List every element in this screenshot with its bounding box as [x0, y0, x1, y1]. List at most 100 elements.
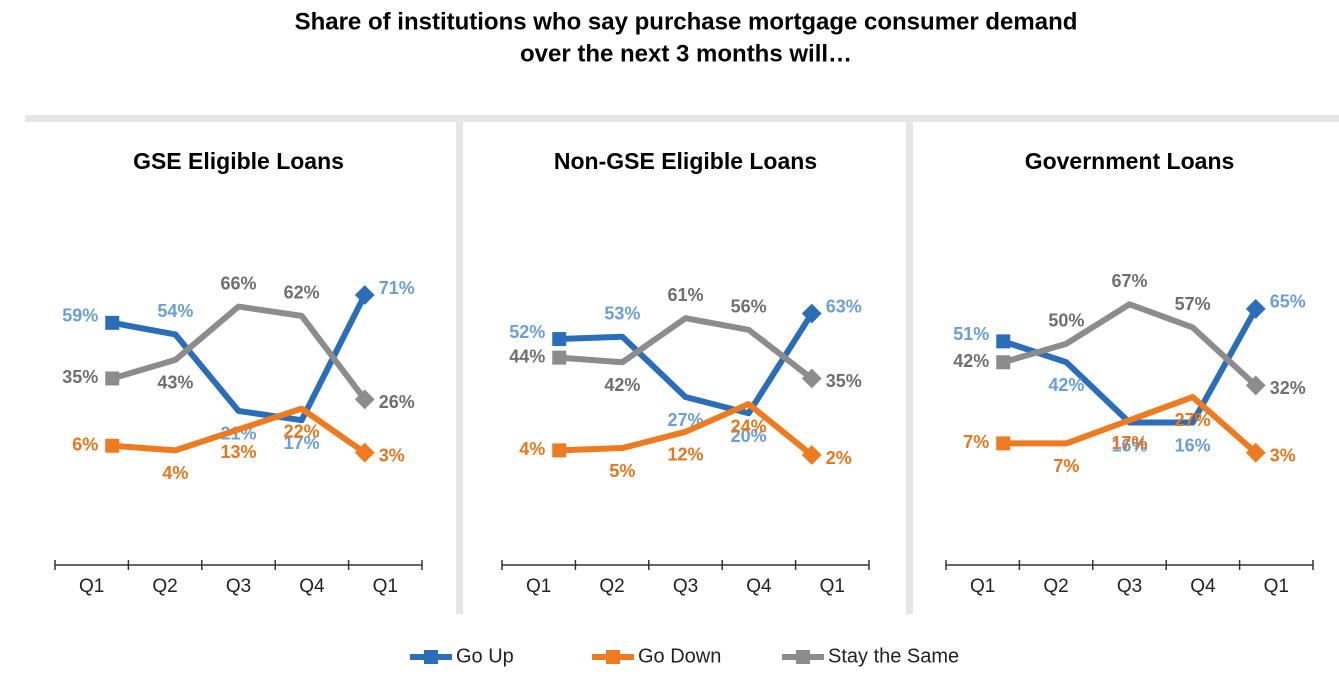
data-label: 54% — [157, 301, 193, 321]
data-label: 65% — [1270, 292, 1306, 312]
data-label: 2% — [826, 448, 852, 468]
legend-swatch — [796, 650, 810, 664]
x-tick-label: Q1 — [1264, 576, 1289, 597]
data-label: 63% — [826, 296, 862, 316]
data-label: 5% — [609, 461, 635, 481]
data-label: 3% — [1270, 445, 1296, 465]
data-label: 42% — [1048, 375, 1084, 395]
series-line — [112, 405, 367, 456]
marker — [996, 355, 1011, 370]
data-label: 56% — [731, 297, 767, 317]
data-label: 52% — [509, 322, 545, 342]
data-label: 13% — [220, 442, 256, 462]
marker — [552, 443, 567, 458]
data-label: 3% — [379, 445, 405, 465]
marker — [354, 442, 375, 463]
series-line — [111, 303, 368, 402]
legend-swatch — [606, 650, 620, 664]
marker — [105, 371, 120, 386]
marker — [801, 445, 822, 465]
x-tick-label: Q4 — [1190, 576, 1216, 597]
data-label: 12% — [667, 445, 703, 465]
marker — [1245, 375, 1266, 396]
data-label: 42% — [953, 351, 989, 371]
legend-label: Go Up — [456, 645, 514, 667]
x-tick-label: Q2 — [1043, 576, 1068, 597]
top-rule — [25, 115, 1339, 122]
data-label: 71% — [379, 278, 415, 298]
data-label: 7% — [963, 432, 989, 452]
series-line — [111, 293, 368, 424]
x-tick-label: Q2 — [152, 576, 177, 597]
marker — [801, 368, 822, 389]
marker — [105, 315, 120, 330]
marker — [996, 436, 1011, 451]
series-line — [559, 311, 815, 417]
x-tick-label: Q2 — [599, 576, 624, 597]
x-tick-label: Q1 — [820, 576, 845, 597]
data-label: 16% — [1111, 435, 1147, 455]
marker — [996, 334, 1011, 349]
x-tick-label: Q1 — [79, 576, 104, 597]
data-label: 44% — [509, 346, 545, 366]
data-label: 53% — [604, 303, 640, 323]
series-line — [1003, 394, 1258, 455]
series-line — [1002, 307, 1259, 426]
marker — [354, 285, 375, 305]
data-label: 57% — [1175, 294, 1211, 314]
data-label: 22% — [284, 421, 320, 441]
data-label: 51% — [953, 324, 989, 344]
data-label: 61% — [667, 285, 703, 305]
data-label: 17% — [284, 433, 320, 453]
data-label: 32% — [1270, 378, 1306, 398]
chart-title: Share of institutions who say purchase m… — [295, 8, 1078, 35]
data-label: 27% — [1175, 410, 1211, 430]
x-tick-label: Q1 — [373, 576, 398, 597]
separator — [456, 122, 463, 614]
data-label: 43% — [157, 373, 193, 393]
x-tick-label: Q4 — [746, 576, 772, 597]
marker — [354, 389, 375, 410]
series-line — [559, 400, 814, 458]
data-label: 35% — [826, 371, 862, 391]
data-label: 66% — [220, 273, 256, 293]
data-label: 20% — [731, 426, 767, 446]
panel-title: Government Loans — [1025, 148, 1235, 174]
legend-label: Stay the Same — [828, 645, 959, 667]
x-tick-label: Q1 — [526, 576, 551, 597]
data-label: 16% — [1175, 435, 1211, 455]
data-label: 59% — [62, 306, 98, 326]
marker — [1245, 442, 1266, 463]
data-label: 35% — [62, 367, 98, 387]
separator — [906, 122, 913, 614]
data-label: 26% — [379, 392, 415, 412]
data-label: 4% — [519, 439, 545, 459]
data-label: 6% — [72, 434, 98, 454]
x-tick-label: Q3 — [673, 576, 698, 597]
legend-label: Go Down — [638, 645, 721, 667]
x-tick-label: Q4 — [299, 576, 325, 597]
data-label: 24% — [731, 417, 767, 437]
marker — [552, 332, 567, 347]
panel-title: Non-GSE Eligible Loans — [554, 148, 817, 174]
data-label: 50% — [1048, 310, 1084, 330]
x-tick-label: Q3 — [1117, 576, 1142, 597]
data-label: 7% — [1053, 456, 1079, 476]
marker — [105, 438, 120, 453]
marker — [801, 303, 822, 324]
legend-swatch — [424, 650, 438, 664]
marker — [552, 350, 567, 365]
data-label: 67% — [1111, 271, 1147, 291]
data-label: 62% — [284, 283, 320, 303]
series-line — [1002, 301, 1258, 388]
data-label: 42% — [604, 375, 640, 395]
series-line — [559, 315, 814, 381]
data-label: 17% — [1111, 433, 1147, 453]
chart-title: over the next 3 months will… — [520, 40, 852, 67]
data-label: 4% — [162, 463, 188, 483]
x-tick-label: Q3 — [226, 576, 251, 597]
panel-title: GSE Eligible Loans — [133, 148, 344, 174]
marker — [1245, 299, 1266, 319]
